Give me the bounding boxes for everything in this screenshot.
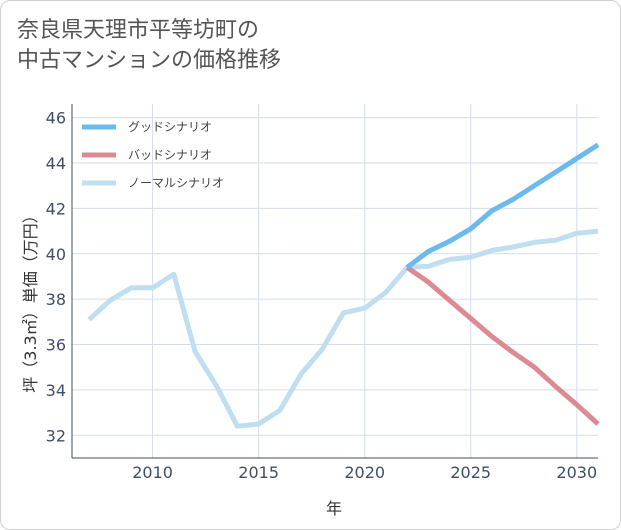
y-axis-label: 坪（3.3㎡）単価（万円） (21, 207, 40, 392)
x-tick-label: 2025 (450, 463, 491, 482)
y-tick-label: 34 (46, 381, 66, 400)
x-tick-label: 2030 (556, 463, 597, 482)
legend-label-bad: バッドシナリオ (128, 148, 212, 162)
series-line-bad (405, 265, 600, 426)
legend-label-good: グッドシナリオ (128, 120, 212, 134)
y-tick-label: 46 (46, 109, 66, 128)
y-tick-label: 38 (46, 290, 66, 309)
x-tick-labels: 2010 2015 2020 2025 2030 (132, 463, 597, 482)
x-tick-label: 2010 (132, 463, 173, 482)
x-tick-label: 2015 (238, 463, 279, 482)
series-line-good (405, 142, 600, 270)
y-tick-label: 44 (46, 154, 66, 173)
grid-layer (72, 104, 598, 458)
series-line-normal (87, 228, 599, 429)
axes-layer (71, 104, 598, 459)
y-tick-label: 40 (46, 245, 66, 264)
y-tick-labels: 32 34 36 38 40 42 44 46 (46, 109, 66, 446)
y-tick-label: 32 (46, 426, 66, 445)
y-tick-label: 42 (46, 199, 66, 218)
series-layer (87, 142, 600, 429)
x-tick-label: 2020 (344, 463, 385, 482)
legend-label-normal: ノーマルシナリオ (128, 176, 224, 190)
x-axis-label: 年 (326, 499, 342, 518)
y-tick-label: 36 (46, 336, 66, 355)
chart-title: 奈良県天理市平等坊町の 中古マンションの価格推移 (17, 18, 282, 73)
